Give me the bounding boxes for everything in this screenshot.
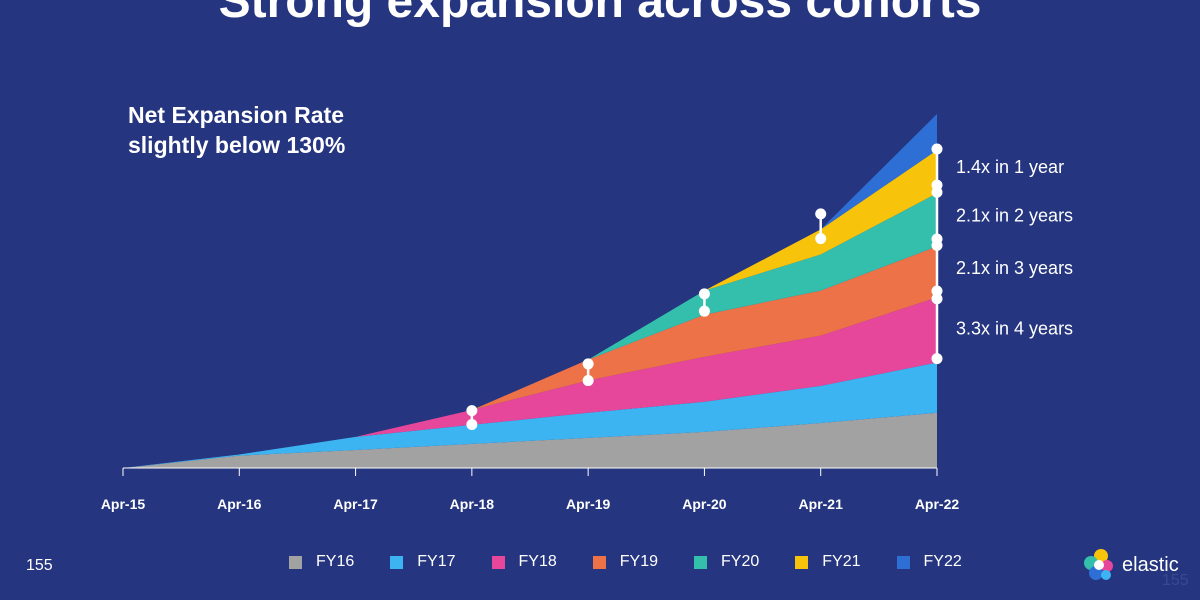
elastic-logo-icon xyxy=(1084,549,1113,580)
x-tick-label: Apr-20 xyxy=(682,496,727,512)
legend-label: FY21 xyxy=(822,553,861,570)
legend-swatch xyxy=(491,555,505,569)
legend-item-fy16: FY16 xyxy=(289,553,354,571)
connector-markers xyxy=(466,208,827,430)
annotation-label: 2.1x in 3 years xyxy=(956,258,1073,278)
annotation-marker-dot xyxy=(931,186,943,198)
legend-label: FY17 xyxy=(417,553,456,570)
x-axis: Apr-15 Apr-16 Apr-17 Apr-18 Apr-19 Apr-20 Apr-… xyxy=(101,467,960,512)
elastic-logo: elastic xyxy=(1082,548,1179,582)
area-layers xyxy=(123,114,937,468)
legend-item-fy17: FY17 xyxy=(390,553,456,571)
legend-swatch xyxy=(390,555,404,569)
connector-marker-dot xyxy=(815,233,827,245)
annotation-marker-dot xyxy=(931,353,943,365)
annotation-marker xyxy=(931,239,943,297)
legend-item-fy19: FY19 xyxy=(592,553,658,571)
legend-swatch xyxy=(592,555,606,569)
annotation-markers: 1.4x in 1 year 2.1x in 2 years 2.1x in 3 y… xyxy=(931,143,1073,365)
legend-label: FY20 xyxy=(721,553,760,570)
page-number: 155 xyxy=(26,557,53,574)
annotation-label: 3.3x in 4 years xyxy=(956,319,1073,339)
connector-marker-dot xyxy=(582,358,594,370)
connector-marker xyxy=(466,405,478,430)
x-tick-label: Apr-16 xyxy=(217,496,262,512)
logo-text: elastic xyxy=(1122,553,1179,576)
x-tick-label: Apr-21 xyxy=(799,496,844,512)
legend-label: FY22 xyxy=(923,553,962,570)
annotation-marker-dot xyxy=(931,143,943,155)
area-fy18 xyxy=(123,297,937,468)
connector-marker xyxy=(582,358,594,387)
connector-marker-dot xyxy=(582,375,594,387)
subtitle-line-2: slightly below 130% xyxy=(128,132,346,158)
slide-title: Strong expansion across cohorts xyxy=(218,0,982,28)
chart-subtitle: Net Expansion Rate slightly below 130% xyxy=(128,100,345,160)
legend-label: FY18 xyxy=(518,553,557,570)
legend-swatch xyxy=(289,555,302,569)
legend-label: FY16 xyxy=(316,553,355,570)
connector-marker-dot xyxy=(698,288,710,300)
legend-item-fy18: FY18 xyxy=(491,553,557,571)
connector-marker xyxy=(815,208,827,245)
legend-item-fy20: FY20 xyxy=(694,553,759,571)
ghost-page-number: 155 xyxy=(1162,572,1189,589)
annotation-label: 2.1x in 2 years xyxy=(956,206,1073,226)
x-tick-label: Apr-15 xyxy=(101,496,146,512)
connector-marker-dot xyxy=(698,305,710,317)
connector-marker xyxy=(698,288,710,317)
legend-label: FY19 xyxy=(619,553,658,570)
annotation-marker xyxy=(931,293,943,365)
x-tick-label: Apr-22 xyxy=(915,496,960,512)
chart-legend: FY16 FY17 FY18 FY19 FY20 FY21 FY22 xyxy=(289,553,998,571)
legend-swatch xyxy=(694,555,707,569)
connector-marker-dot xyxy=(466,405,478,417)
annotation-marker-dot xyxy=(931,285,943,297)
legend-item-fy22: FY22 xyxy=(896,553,962,571)
x-tick-label: Apr-17 xyxy=(333,496,378,512)
annotation-marker-dot xyxy=(931,293,943,305)
area-fy17 xyxy=(123,362,937,468)
annotation-label: 1.4x in 1 year xyxy=(956,157,1064,177)
x-tick-label: Apr-19 xyxy=(566,496,611,512)
x-tick-label: Apr-18 xyxy=(450,496,495,512)
connector-marker-dot xyxy=(815,208,827,220)
annotation-marker-dot xyxy=(931,239,943,251)
connector-marker-dot xyxy=(466,418,478,430)
area-fy16 xyxy=(123,412,937,468)
legend-item-fy21: FY21 xyxy=(795,553,861,571)
subtitle-line-1: Net Expansion Rate xyxy=(128,102,344,128)
legend-swatch xyxy=(896,555,910,569)
legend-swatch xyxy=(795,555,809,569)
